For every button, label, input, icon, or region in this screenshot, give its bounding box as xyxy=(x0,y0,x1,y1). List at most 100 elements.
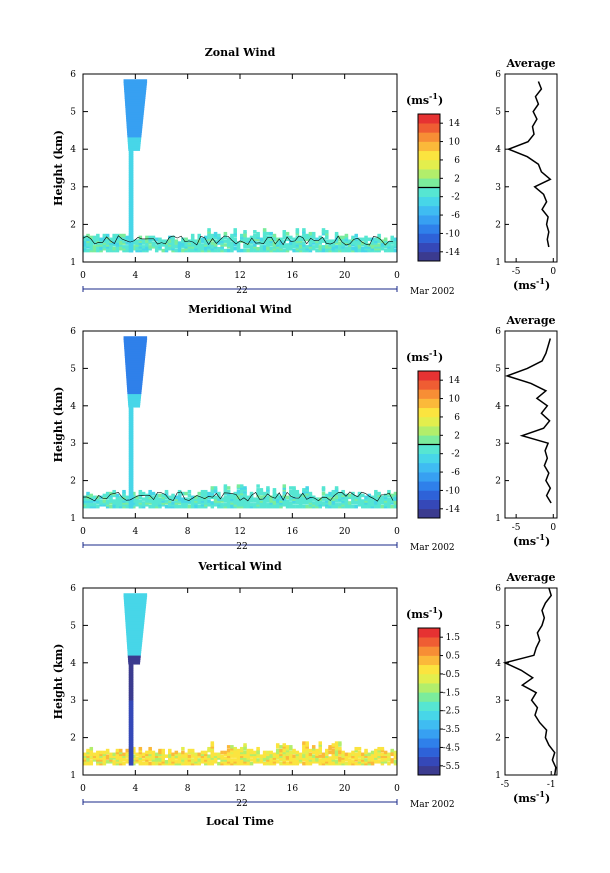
heatmap-cell xyxy=(393,760,398,764)
heatmap-cell xyxy=(334,495,339,500)
heatmap-cell xyxy=(318,501,322,505)
month-label: Mar 2002 xyxy=(410,543,455,553)
heatmap-cell xyxy=(83,246,87,251)
heatmap-cell xyxy=(194,752,198,757)
heatmap-cell xyxy=(253,248,257,253)
colorbar-tick-label: -2.5 xyxy=(443,707,461,717)
heatmap-cell xyxy=(344,241,349,245)
heatmap-column-cell xyxy=(128,160,134,165)
heatmap-cell xyxy=(233,758,237,762)
heatmap-cell xyxy=(184,761,188,766)
heatmap-cell xyxy=(187,750,192,755)
heatmap-cell xyxy=(295,758,300,762)
heatmap-cell xyxy=(393,243,398,247)
heatmap-cell xyxy=(96,235,100,240)
heatmap-cell xyxy=(334,748,339,753)
heatmap-cell xyxy=(226,752,231,757)
heatmap-cell xyxy=(213,760,218,764)
heatmap-cell xyxy=(102,503,107,507)
heatmap-cell xyxy=(236,493,241,498)
heatmap-cell xyxy=(86,501,90,505)
heatmap-cell xyxy=(344,495,349,500)
heatmap-cell xyxy=(292,248,296,253)
heatmap-cell xyxy=(344,758,349,762)
heatmap-cell xyxy=(86,499,90,503)
heatmap-cell xyxy=(279,504,283,509)
heatmap-cell xyxy=(321,758,326,762)
heatmap-cell xyxy=(285,752,290,757)
heatmap-cell xyxy=(249,491,254,496)
heatmap-cell xyxy=(138,748,143,753)
heatmap-cell xyxy=(383,239,388,243)
heatmap-cell xyxy=(89,752,94,757)
heatmap-cell xyxy=(387,246,391,251)
y-tick-label: 2 xyxy=(70,220,76,230)
heatmap-cell xyxy=(249,235,254,240)
heatmap-cell xyxy=(141,752,146,757)
heatmap-cell xyxy=(351,752,355,757)
heatmap-cell xyxy=(220,750,224,755)
colorbar-tick-label: -14 xyxy=(446,505,461,515)
heatmap-cell xyxy=(125,760,130,764)
heatmap-cell xyxy=(357,491,362,496)
heatmap-cell xyxy=(243,239,247,243)
colorbar-frame xyxy=(417,627,441,776)
heatmap-column-cell xyxy=(128,466,134,471)
heatmap-cell xyxy=(92,503,97,507)
heatmap-cell xyxy=(233,761,237,766)
heatmap-cell xyxy=(351,241,355,245)
zero-contour xyxy=(82,235,394,246)
heatmap-column-cell xyxy=(125,360,145,365)
heatmap-cell xyxy=(194,497,198,501)
heatmap-cell xyxy=(344,501,349,505)
heatmap-cell xyxy=(92,237,97,242)
heatmap-column-cell xyxy=(127,649,142,654)
heatmap-cell xyxy=(256,501,260,505)
heatmap-cell xyxy=(285,746,290,751)
heatmap-cell xyxy=(305,504,309,509)
heatmap-cell xyxy=(138,246,143,251)
heatmap-cell xyxy=(230,495,234,500)
heatmap-cell xyxy=(240,760,244,764)
heatmap-cell xyxy=(302,228,306,232)
heatmap-cell xyxy=(246,245,251,249)
heatmap-cell xyxy=(311,241,316,245)
heatmap-cell xyxy=(223,758,228,762)
colorbar-band xyxy=(418,719,440,730)
heatmap-cell xyxy=(151,503,156,507)
heatmap-column-cell xyxy=(128,658,141,663)
heatmap-cell xyxy=(289,246,293,251)
heatmap-cell xyxy=(213,495,218,500)
heatmap-cell xyxy=(240,503,244,507)
heatmap-cell xyxy=(354,752,358,757)
heatmap-cell xyxy=(213,239,218,243)
colorbar-tick-label: -1.5 xyxy=(443,688,461,698)
heatmap-cell xyxy=(387,754,391,758)
heatmap-cell xyxy=(374,504,378,509)
heatmap-cell xyxy=(285,745,290,749)
heatmap-cell xyxy=(148,237,152,242)
heatmap-cell xyxy=(256,748,260,753)
x-tick-label: 8 xyxy=(185,784,191,794)
heatmap-cell xyxy=(217,504,221,509)
heatmap-cell xyxy=(393,504,398,509)
heatmap-cell xyxy=(364,499,368,503)
heatmap-cell xyxy=(118,750,123,755)
heatmap-cell xyxy=(325,248,329,253)
heatmap-cell xyxy=(148,241,152,245)
heatmap-cell xyxy=(230,235,234,240)
heatmap-cell xyxy=(279,758,283,762)
heatmap-column-cell xyxy=(128,477,134,482)
heatmap-cell xyxy=(217,248,221,253)
heatmap-cell xyxy=(99,501,103,505)
heatmap-cell xyxy=(393,248,398,253)
heatmap-cell xyxy=(374,748,378,753)
heatmap-cell xyxy=(357,239,362,243)
heatmap-cell xyxy=(213,503,218,507)
heatmap-cell xyxy=(253,754,257,758)
heatmap-column-cell xyxy=(128,246,134,251)
colorbar-tick-label: -2 xyxy=(451,450,460,460)
heatmap-cell xyxy=(334,245,339,249)
heatmap-cell xyxy=(174,750,179,755)
